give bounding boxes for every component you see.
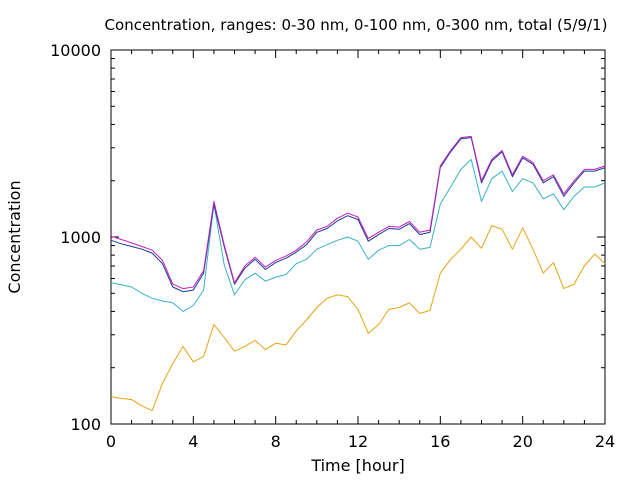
x-tick-label-12: 12 xyxy=(348,432,368,451)
y-tick-label-10000: 10000 xyxy=(50,41,101,60)
y-tick-label-100: 100 xyxy=(70,415,101,434)
major-tick-marks xyxy=(110,49,606,425)
x-tick-label-16: 16 xyxy=(430,432,450,451)
x-tick-label-8: 8 xyxy=(271,432,281,451)
series-line-2 xyxy=(110,158,606,312)
x-tick-label-20: 20 xyxy=(513,432,533,451)
minor-tick-marks xyxy=(111,50,605,424)
chart-title: Concentration, ranges: 0-30 nm, 0-100 nm… xyxy=(105,16,608,34)
series-layer xyxy=(110,135,606,412)
x-tick-label-4: 4 xyxy=(188,432,198,451)
plot-frame xyxy=(110,49,606,425)
y-axis-label: Concentration xyxy=(5,180,24,293)
series-line-3 xyxy=(110,137,606,293)
series-line-4 xyxy=(110,135,606,290)
series-line-1 xyxy=(110,225,606,412)
x-tick-label-24: 24 xyxy=(595,432,615,451)
y-tick-label-1000: 1000 xyxy=(60,228,101,247)
x-tick-label-0: 0 xyxy=(106,432,116,451)
x-axis-label: Time [hour] xyxy=(310,456,404,475)
